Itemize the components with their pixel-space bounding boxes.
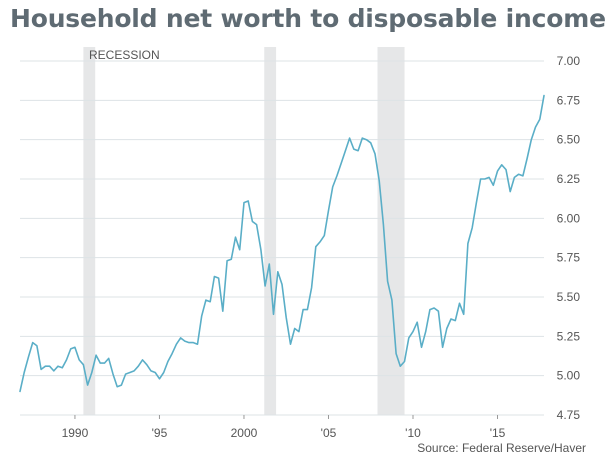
- series-layer: [19, 94, 545, 393]
- x-axis-tick-labels: 1990 '95 2000 '05 '10 '15: [62, 415, 506, 440]
- y-tick-label-5.75: 5.75: [557, 251, 581, 265]
- y-tick-label-5.00: 5.00: [557, 369, 581, 383]
- source-note: Source: Federal Reserve/Haver: [417, 441, 586, 455]
- y-tick-label-6.50: 6.50: [557, 133, 581, 147]
- recession-band-3: [377, 47, 405, 415]
- y-tick-label-4.75: 4.75: [557, 408, 581, 422]
- series-line-1: [19, 94, 545, 393]
- y-tick-label-6.00: 6.00: [557, 211, 581, 225]
- chart-title: Household net worth to disposable income: [10, 4, 606, 33]
- x-tick-label-2015: '15: [490, 426, 506, 440]
- y-tick-label-7.00: 7.00: [557, 54, 581, 68]
- y-tick-label-5.25: 5.25: [557, 329, 581, 343]
- y-tick-label-6.25: 6.25: [557, 172, 581, 186]
- recession-band-2: [264, 47, 277, 415]
- recession-band-1: [83, 47, 96, 415]
- recession-bands: [83, 47, 405, 415]
- x-tick-label-2010: '10: [405, 426, 421, 440]
- x-tick-label-2005: '05: [321, 426, 337, 440]
- x-tick-label-2000: 2000: [231, 426, 258, 440]
- recession-label: RECESSION: [89, 48, 160, 62]
- y-axis-tick-labels: 4.75 5.00 5.25 5.50 5.75 6.00 6.25 6.50 6.75 7.00: [557, 54, 581, 422]
- y-tick-label-5.50: 5.50: [557, 290, 581, 304]
- x-tick-label-1995: '95: [152, 426, 168, 440]
- y-tick-label-6.75: 6.75: [557, 93, 581, 107]
- x-tick-label-1990: 1990: [62, 426, 89, 440]
- gridlines: [20, 60, 544, 416]
